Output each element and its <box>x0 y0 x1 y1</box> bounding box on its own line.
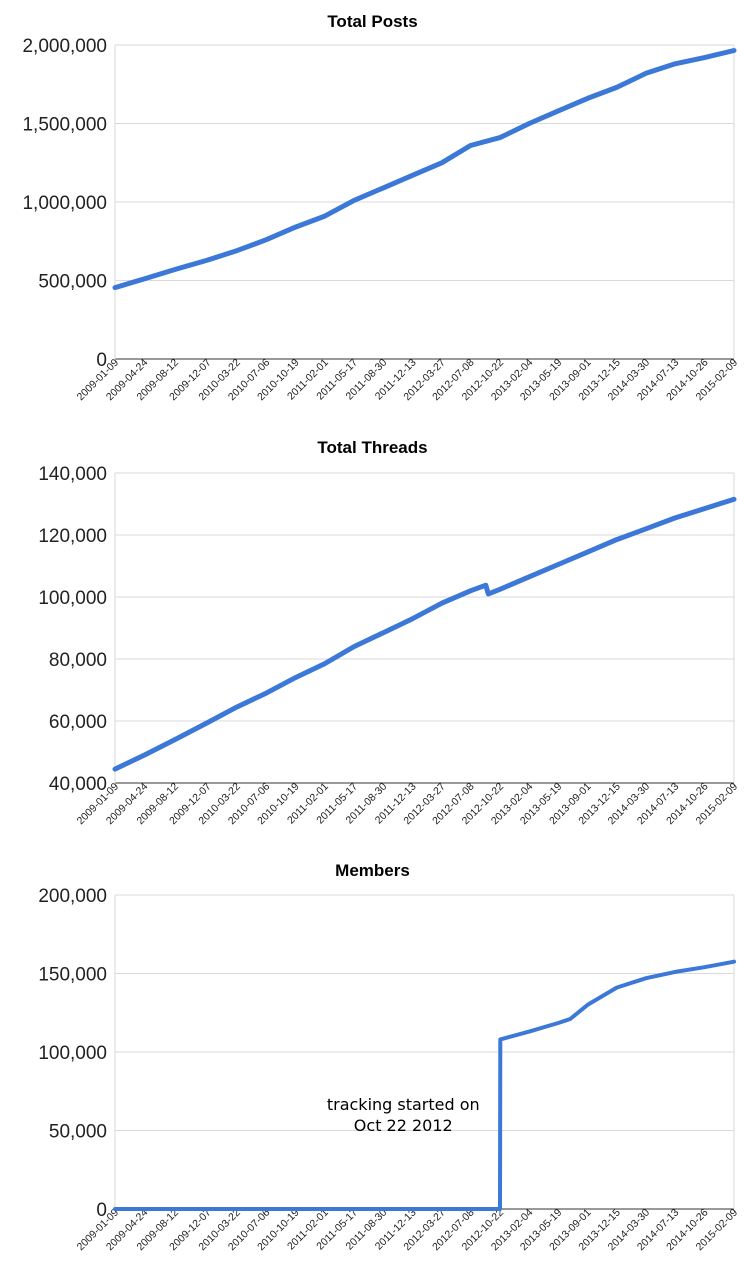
y-tick-label: 120,000 <box>38 526 107 547</box>
y-tick-label: 100,000 <box>38 588 107 609</box>
y-tick-label: 150,000 <box>38 965 107 986</box>
chart-2: Total Threads 40,000 60,000 80,000 100,000 12… <box>38 438 740 827</box>
y-tick-label: 200,000 <box>38 886 107 907</box>
y-tick-label: 0 <box>96 350 107 371</box>
y-tick-label: 40,000 <box>49 774 107 795</box>
chart-title: Members <box>335 861 410 880</box>
y-tick-label: 1,000,000 <box>22 193 107 214</box>
chart-1: Total Posts 0 500,000 1,000,000 1,500,000 2,0… <box>22 12 740 403</box>
y-tick-label: 60,000 <box>49 712 107 733</box>
series-line-1 <box>113 959 736 1211</box>
annotation-text: tracking started on <box>327 1095 480 1114</box>
y-tick-label: 0 <box>96 1200 107 1221</box>
y-tick-label: 140,000 <box>38 464 107 485</box>
chart-title: Total Threads <box>317 438 427 457</box>
y-tick-label: 500,000 <box>38 272 107 293</box>
series-line-1 <box>112 496 737 772</box>
chart-3: Members050,000100,000150,000200,0002009-… <box>38 861 740 1253</box>
y-tick-label: 1,500,000 <box>22 115 107 136</box>
y-tick-label: 2,000,000 <box>22 36 107 57</box>
y-tick-label: 100,000 <box>38 1043 107 1064</box>
chart-title: Total Posts <box>327 12 417 31</box>
series-line-1 <box>112 48 737 291</box>
y-tick-label: 50,000 <box>49 1122 107 1143</box>
y-tick-label: 80,000 <box>49 650 107 671</box>
annotation-text: Oct 22 2012 <box>354 1116 453 1135</box>
